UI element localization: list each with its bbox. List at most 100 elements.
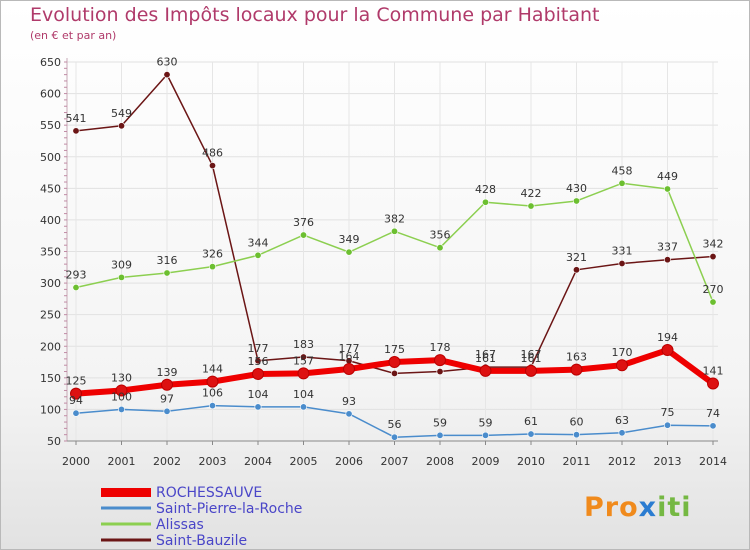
x-tick-label: 2003 (199, 455, 227, 468)
data-label: 337 (657, 241, 678, 254)
x-tick-label: 2006 (335, 455, 363, 468)
data-point (436, 431, 444, 439)
data-label: 60 (570, 416, 584, 429)
chart-title: Evolution des Impôts locaux pour la Comm… (30, 4, 600, 26)
data-label: 270 (703, 283, 724, 296)
data-label: 422 (521, 187, 542, 200)
data-point (436, 368, 444, 376)
data-point (390, 227, 398, 235)
data-label: 428 (475, 183, 496, 196)
data-point (299, 403, 307, 411)
data-label: 326 (202, 248, 223, 261)
data-point (72, 409, 80, 417)
data-point (118, 122, 126, 130)
y-tick-label: 150 (40, 372, 61, 385)
data-point (254, 403, 262, 411)
data-point (527, 430, 535, 438)
data-point (570, 363, 583, 376)
legend-label: ROCHESSAUVE (156, 485, 262, 501)
data-point (163, 71, 171, 79)
data-label: 458 (612, 164, 633, 177)
data-label: 125 (66, 375, 87, 388)
data-label: 183 (293, 338, 314, 351)
data-label: 93 (342, 395, 356, 408)
legend-swatch (101, 522, 151, 526)
x-tick-label: 2005 (290, 455, 318, 468)
logo-part-1: Pro (584, 492, 639, 523)
data-point (618, 179, 626, 187)
data-label: 178 (430, 341, 451, 354)
data-point (209, 263, 217, 271)
data-label: 163 (566, 351, 587, 364)
x-tick-label: 2014 (699, 455, 727, 468)
y-tick-label: 250 (40, 309, 61, 322)
data-point (616, 359, 628, 372)
x-tick-label: 2004 (244, 455, 272, 468)
data-point (709, 253, 717, 261)
y-tick-label: 400 (40, 214, 61, 227)
data-point (209, 402, 217, 410)
y-tick-label: 450 (40, 182, 61, 195)
y-tick-label: 500 (40, 151, 61, 164)
y-tick-label: 550 (40, 119, 61, 132)
data-point (572, 197, 580, 205)
data-label: 164 (339, 350, 360, 363)
data-label: 106 (202, 387, 223, 400)
data-point (297, 367, 310, 380)
data-label: 104 (248, 388, 269, 401)
data-label: 630 (157, 56, 178, 69)
legend-label: Alissas (156, 517, 204, 533)
data-point (481, 198, 489, 206)
data-point (527, 202, 535, 210)
data-point (618, 429, 626, 437)
data-label: 100 (111, 390, 132, 403)
data-point (390, 369, 398, 377)
x-tick-label: 2013 (654, 455, 682, 468)
data-point (299, 353, 307, 361)
data-point (434, 354, 446, 367)
data-point (254, 357, 262, 365)
data-label: 104 (293, 388, 314, 401)
data-label: 177 (248, 342, 269, 355)
data-label: 175 (384, 343, 405, 356)
x-tick-label: 2011 (563, 455, 591, 468)
data-label: 94 (69, 394, 83, 407)
data-label: 59 (433, 416, 447, 429)
legend-label: Saint-Bauzile (156, 533, 247, 549)
x-tick-label: 2008 (426, 455, 454, 468)
y-tick-label: 300 (40, 277, 61, 290)
data-label: 376 (293, 216, 314, 229)
data-label: 321 (566, 251, 587, 264)
data-point (209, 162, 217, 170)
data-label: 157 (293, 354, 314, 367)
data-point (481, 431, 489, 439)
data-point (118, 273, 126, 281)
x-tick-label: 2012 (608, 455, 636, 468)
data-label: 167 (475, 348, 496, 361)
legend-swatch (101, 488, 151, 497)
data-label: 331 (612, 245, 633, 258)
chart-subtitle: (en € et par an) (30, 29, 117, 42)
data-point (118, 405, 126, 413)
y-tick-label: 350 (40, 246, 61, 259)
data-label: 549 (111, 107, 132, 120)
data-point (70, 387, 82, 400)
x-tick-label: 2002 (153, 455, 181, 468)
data-point (161, 378, 173, 391)
data-label: 293 (66, 269, 87, 282)
data-label: 167 (521, 348, 542, 361)
data-point (436, 244, 444, 252)
y-tick-label: 100 (40, 403, 61, 416)
data-label: 75 (661, 406, 675, 419)
data-point (479, 364, 492, 377)
logo-part-3: iti (657, 492, 692, 523)
data-point (163, 407, 171, 415)
data-point (663, 185, 671, 193)
data-point (252, 368, 264, 381)
data-point (618, 260, 626, 268)
data-label: 61 (524, 415, 538, 428)
data-label: 449 (657, 170, 678, 183)
legend-swatch (101, 538, 151, 542)
